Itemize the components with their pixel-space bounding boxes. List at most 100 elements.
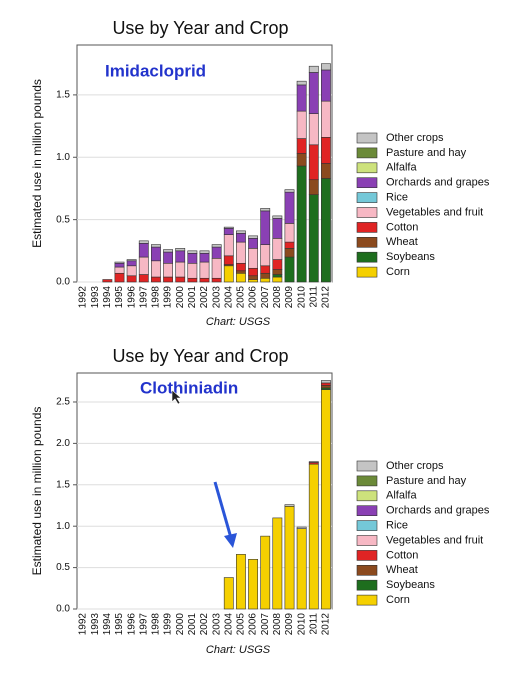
bar-segment xyxy=(236,270,246,274)
bar-segment xyxy=(236,554,246,610)
legend-label: Pasture and hay xyxy=(386,475,467,487)
bar-segment xyxy=(236,230,246,234)
x-tick-label: 2006 xyxy=(248,286,259,309)
bar-segment xyxy=(260,535,271,610)
bar-segment xyxy=(126,275,137,283)
bar-segment xyxy=(308,113,319,146)
source-note: Chart: USGS xyxy=(206,644,271,656)
legend-swatch xyxy=(356,564,378,576)
x-tick-label: 2005 xyxy=(236,286,247,309)
legend-swatch xyxy=(356,579,378,591)
bar-segment xyxy=(248,275,258,280)
y-tick-label: 2.0 xyxy=(56,438,70,449)
bar-segment xyxy=(296,84,307,112)
bar-segment xyxy=(321,389,331,610)
legend-label: Soybeans xyxy=(386,579,435,591)
legend-swatch xyxy=(356,147,378,159)
bar-segment xyxy=(272,274,283,278)
bar-segment xyxy=(211,277,222,283)
x-tick-label: 1999 xyxy=(163,613,174,636)
legend-swatch xyxy=(356,162,378,174)
bar-segment xyxy=(308,144,319,181)
chart-title: Use by Year and Crop xyxy=(112,346,288,366)
x-tick-label: 2011 xyxy=(308,613,319,635)
bar-segment xyxy=(138,243,149,258)
bar-segment xyxy=(284,248,295,258)
legend-swatch xyxy=(356,460,378,472)
bar-segment xyxy=(272,517,283,610)
legend-label: Vegetables and fruit xyxy=(386,206,483,218)
legend-label: Wheat xyxy=(386,564,418,576)
legend-swatch xyxy=(356,132,378,144)
bar-segment xyxy=(126,259,137,262)
x-tick-label: 2004 xyxy=(223,286,234,309)
x-tick-label: 2010 xyxy=(296,613,307,636)
bar-segment xyxy=(163,276,173,283)
bar-segment xyxy=(151,246,161,262)
chart-title: Use by Year and Crop xyxy=(112,18,288,38)
x-tick-label: 2010 xyxy=(296,286,307,309)
bar-segment xyxy=(260,244,271,267)
y-tick-label: 1.5 xyxy=(56,90,70,101)
legend-swatch xyxy=(356,266,378,278)
bar-segment xyxy=(248,279,258,283)
legend-label: Orchards and grapes xyxy=(386,177,490,189)
bar-segment xyxy=(260,210,271,245)
x-tick-label: 1997 xyxy=(138,613,149,636)
bar-segment xyxy=(236,272,246,283)
x-tick-label: 2011 xyxy=(308,286,319,308)
bar-segment xyxy=(199,253,210,263)
cursor xyxy=(171,389,182,405)
y-tick-label: 1.5 xyxy=(56,479,70,490)
bar-chart: Use by Year and Crop 0.0 0.5 1.0 1.5 2.0 2.5 Es… xyxy=(30,346,490,656)
x-tick-label: 2001 xyxy=(187,613,198,636)
bar-segment xyxy=(248,248,258,269)
bar-segment xyxy=(211,257,222,279)
x-tick-label: 2012 xyxy=(321,286,332,309)
bar-segment xyxy=(151,244,161,248)
legend-swatch xyxy=(356,475,378,487)
x-tick-label: 2002 xyxy=(199,286,210,309)
bar-segment xyxy=(272,218,283,239)
y-tick-label: 2.5 xyxy=(56,397,70,408)
x-tick-label: 1998 xyxy=(151,613,162,636)
legend-label: Pasture and hay xyxy=(386,147,467,159)
x-tick-label: 2006 xyxy=(248,613,259,636)
x-tick-label: 2009 xyxy=(284,286,295,309)
legend-label: Orchards and grapes xyxy=(386,505,490,517)
bar-segment xyxy=(223,255,234,265)
legend-swatch xyxy=(356,550,378,561)
y-tick-label: 0.5 xyxy=(56,562,70,573)
legend-label: Cotton xyxy=(386,549,418,561)
bar-segment xyxy=(308,72,319,114)
bar-segment xyxy=(284,189,295,193)
legend-swatch xyxy=(356,222,378,233)
bar-segment xyxy=(284,256,295,283)
bar-segment xyxy=(272,276,283,283)
bar-segment xyxy=(296,138,307,154)
bar-segment xyxy=(296,528,307,610)
bar-segment xyxy=(175,276,186,283)
bar-segment xyxy=(321,63,331,71)
x-tick-label: 2003 xyxy=(211,286,222,309)
x-tick-label: 1993 xyxy=(90,286,101,309)
bar-chart: Use by Year and Crop 0.0 0.5 1.0 1.5 Estimate… xyxy=(30,18,490,328)
bar-segment xyxy=(187,253,198,264)
legend-swatch xyxy=(356,192,378,203)
bar-segment xyxy=(223,234,234,257)
bar-segment xyxy=(175,250,186,263)
x-tick-label: 1997 xyxy=(138,286,149,309)
x-tick-label: 1994 xyxy=(102,286,113,309)
x-tick-label: 1998 xyxy=(151,286,162,309)
legend-swatch xyxy=(356,207,378,218)
legend-label: Soybeans xyxy=(386,251,435,263)
bar-segment xyxy=(163,249,173,253)
bar-segment xyxy=(151,260,161,278)
y-tick-label: 1.0 xyxy=(56,521,70,532)
legend-swatch xyxy=(356,237,378,248)
bar-segment xyxy=(321,100,331,138)
bar-segment xyxy=(223,577,234,610)
legend-label: Alfalfa xyxy=(386,490,417,502)
bar-segment xyxy=(236,233,246,243)
